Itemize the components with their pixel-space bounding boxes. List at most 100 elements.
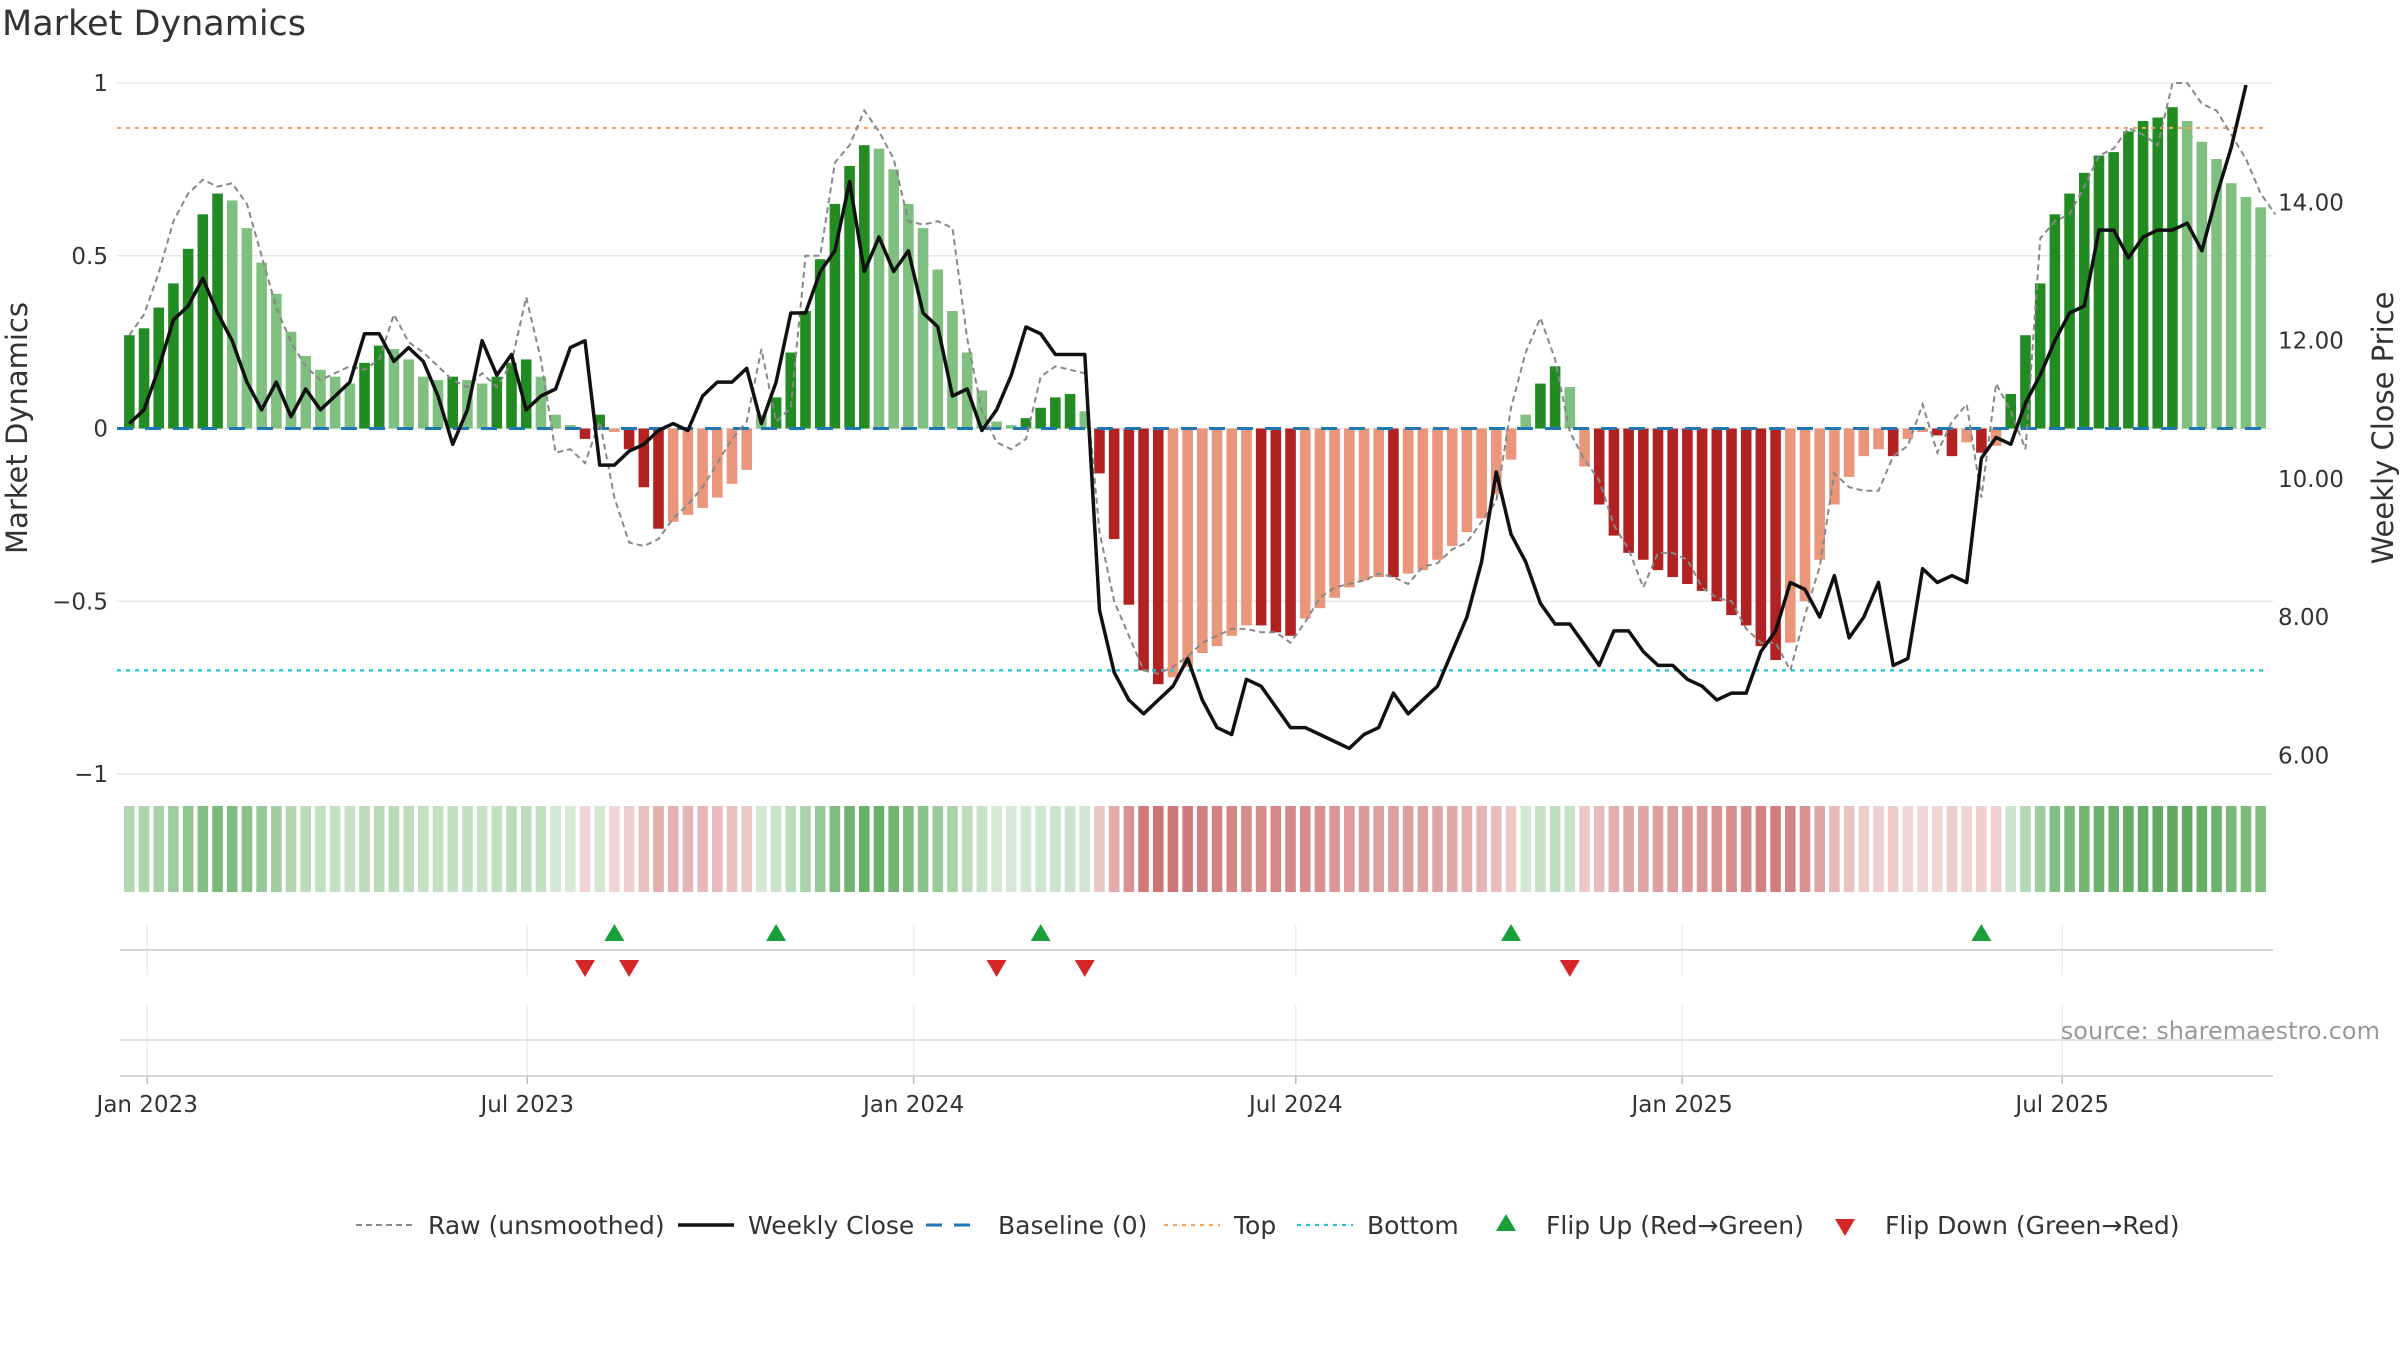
regime-cell [491, 806, 503, 892]
dynamics-bar [1476, 428, 1487, 519]
regime-cell [506, 806, 517, 892]
dynamics-bar [1064, 393, 1076, 429]
dynamics-bar [829, 203, 841, 429]
dynamics-bar [1696, 428, 1708, 591]
regime-cell [2152, 806, 2164, 892]
regime-cell [1961, 806, 1972, 892]
x-tick-label: Jul 2023 [478, 1092, 574, 1118]
regime-cell [1094, 806, 1105, 892]
regime-cell [1314, 806, 1326, 892]
regime-cell [168, 806, 179, 892]
dynamics-bar [565, 425, 576, 429]
y-tick-label-left: −0.5 [52, 589, 108, 615]
source-note: source: sharemaestro.com [2061, 1017, 2380, 1045]
regime-cell [1182, 806, 1193, 892]
dynamics-bar [594, 414, 605, 429]
regime-cell [1990, 806, 2002, 892]
dynamics-bar [2225, 183, 2237, 429]
y-tick-label-right: 6.00 [2278, 743, 2329, 769]
regime-cell [594, 806, 605, 892]
dynamics-bar [903, 203, 914, 429]
legend-label: Top [1233, 1211, 1276, 1240]
dynamics-bar [271, 293, 282, 429]
regime-cell [741, 806, 752, 892]
regime-cell [814, 806, 826, 892]
flip-up-marker [766, 924, 787, 941]
dynamics-bar [638, 428, 650, 488]
dynamics-bar [491, 376, 503, 429]
regime-cell [1505, 806, 1517, 892]
dynamics-bar [388, 349, 400, 429]
x-tick-label: Jan 2025 [1629, 1092, 1732, 1118]
regime-cell [1123, 806, 1135, 892]
dynamics-bar [653, 428, 664, 529]
dynamics-bar [2064, 193, 2075, 429]
regime-cell [418, 806, 429, 892]
dynamics-bar [535, 376, 547, 429]
regime-cell [1638, 806, 1649, 892]
regime-cell [1211, 806, 1223, 892]
dynamics-bar [138, 328, 150, 429]
regime-cell [858, 806, 870, 892]
regime-cell [1079, 806, 1091, 892]
dynamics-bar [476, 383, 488, 429]
dynamics-bar [1740, 428, 1752, 626]
dynamics-bar [1182, 428, 1193, 667]
dynamics-bar [168, 283, 179, 429]
dynamics-bar [1167, 428, 1179, 678]
regime-cell [1740, 806, 1752, 892]
regime-cell [1667, 806, 1678, 892]
dynamics-bar [1035, 407, 1046, 429]
regime-cell [873, 806, 885, 892]
dynamics-bar [1079, 411, 1091, 429]
regime-cell [447, 806, 459, 892]
dynamics-bar [1961, 428, 1972, 443]
regime-cell [1976, 806, 1987, 892]
regime-cell [476, 806, 488, 892]
chart-title: Market Dynamics [2, 4, 307, 44]
dynamics-bar [1211, 428, 1223, 647]
legend-label: Flip Down (Green→Red) [1885, 1211, 2180, 1240]
x-tick-label: Jan 2024 [861, 1092, 964, 1118]
regime-cell [1770, 806, 1781, 892]
regime-cell [1005, 806, 1017, 892]
dynamics-bar [344, 383, 356, 429]
regime-cell [1652, 806, 1664, 892]
regime-cell [300, 806, 312, 892]
dynamics-bar [682, 428, 694, 515]
regime-cell [1814, 806, 1825, 892]
legend-item: Weekly Close [678, 1211, 914, 1240]
dynamics-bar [1785, 428, 1796, 643]
dynamics-bar [1226, 428, 1238, 636]
regime-cell [124, 806, 135, 892]
dynamics-bar [1608, 428, 1620, 536]
regime-strip [124, 806, 2266, 892]
regime-cell [1623, 806, 1634, 892]
regime-cell [1755, 806, 1767, 892]
regime-cell [271, 806, 282, 892]
regime-cell [1946, 806, 1958, 892]
dynamics-bar [447, 376, 459, 429]
regime-cell [1917, 806, 1928, 892]
regime-cell [785, 806, 797, 892]
regime-cell [1711, 806, 1723, 892]
dynamics-bar [285, 331, 297, 429]
regime-cell [800, 806, 811, 892]
dynamics-bar [1094, 428, 1105, 474]
regime-cell [241, 806, 253, 892]
dynamics-bar [844, 165, 855, 429]
dynamics-bar [991, 421, 1002, 429]
dynamics-bar [785, 352, 797, 429]
regime-cell [2181, 806, 2193, 892]
dynamics-bar [697, 428, 708, 508]
regime-cell [1138, 806, 1149, 892]
regime-cell [2108, 806, 2119, 892]
dynamics-bar [241, 228, 253, 429]
dynamics-bar [1255, 428, 1267, 626]
series-lines [128, 82, 2277, 751]
dynamics-bar [2137, 121, 2149, 429]
regime-cell [2255, 806, 2266, 892]
dynamics-bar [1005, 425, 1017, 429]
regime-cell [1167, 806, 1179, 892]
